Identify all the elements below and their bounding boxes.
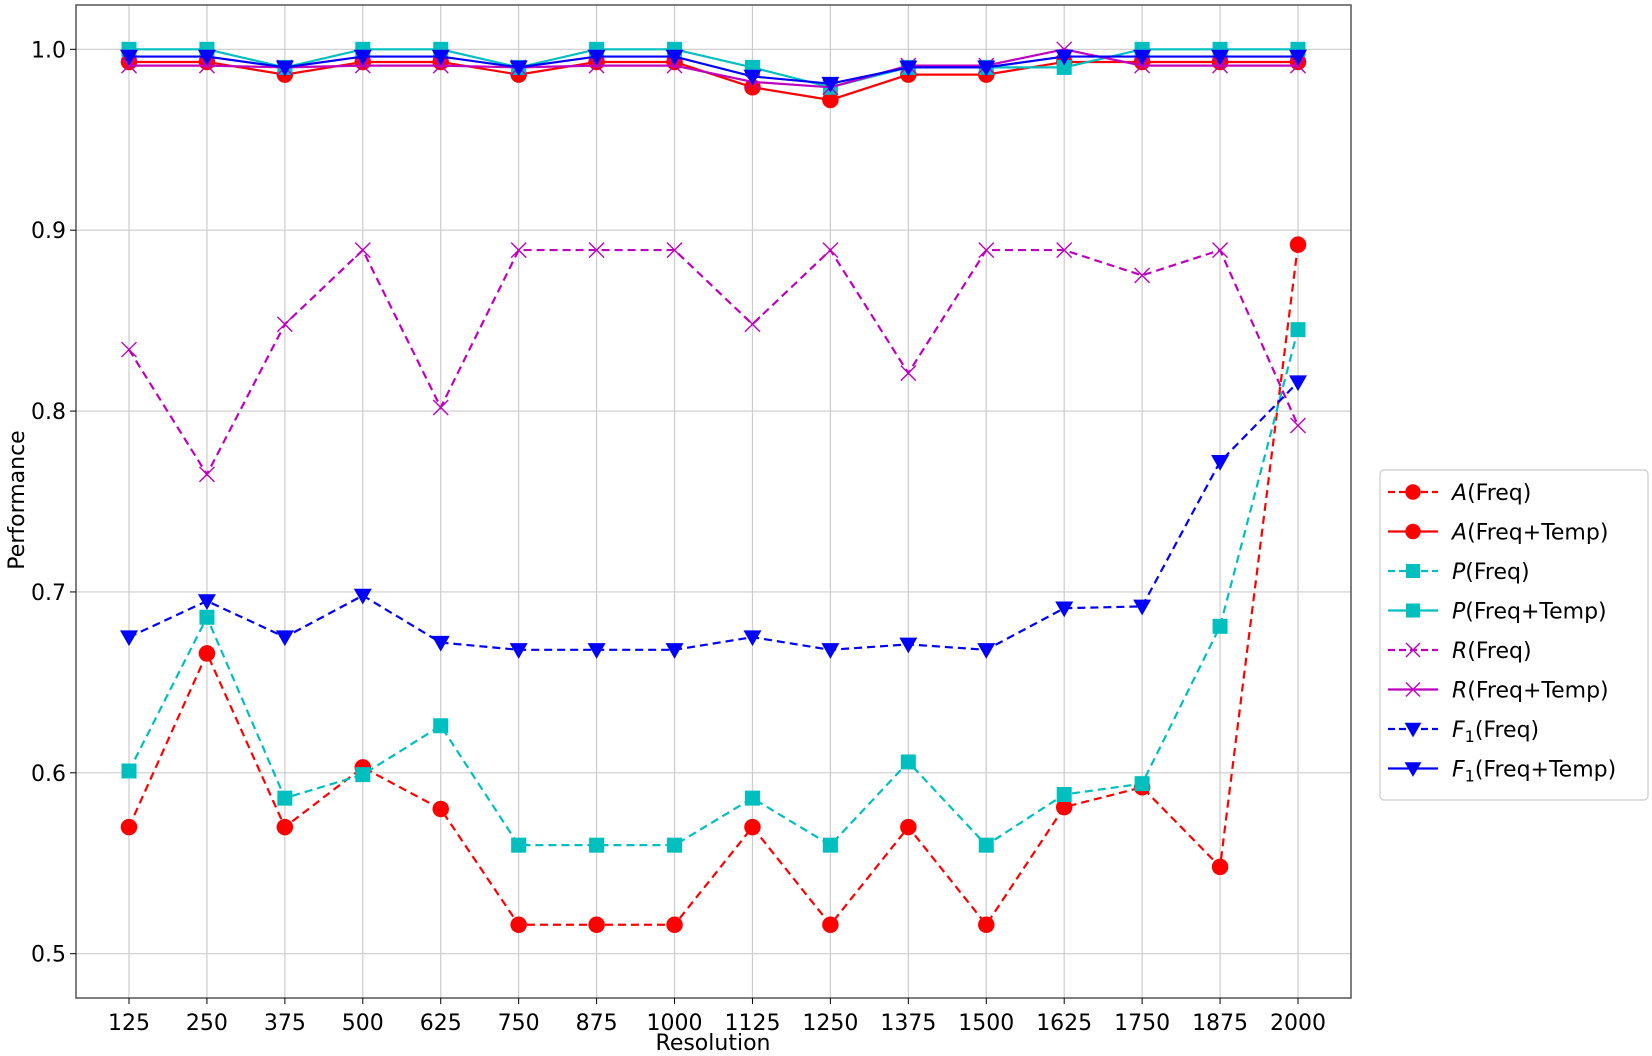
y-tick-label: 0.5 (31, 943, 66, 968)
legend-label: R(Freq) (1452, 639, 1532, 664)
y-tick-label: 0.6 (31, 762, 66, 787)
x-tick-label: 625 (420, 1011, 462, 1036)
legend-label: F1(Freq+Temp) (1452, 758, 1616, 786)
x-tick-label: 2000 (1270, 1011, 1326, 1036)
series-r-freq- (121, 242, 1306, 483)
y-tick-label: 1.0 (31, 38, 66, 63)
legend-entry: A(Freq+Temp) (1388, 521, 1608, 546)
series-p-freq- (121, 322, 1306, 853)
legend-entry: P(Freq+Temp) (1388, 600, 1607, 625)
x-tick-label: 1625 (1036, 1011, 1092, 1036)
x-tick-label: 375 (264, 1011, 306, 1036)
x-tick-label: 1500 (958, 1011, 1014, 1036)
x-tick-label: 125 (108, 1011, 150, 1036)
y-tick-label: 0.7 (31, 581, 66, 606)
x-tick-label: 875 (576, 1011, 618, 1036)
x-tick-label: 1250 (802, 1011, 858, 1036)
y-tick-label: 0.9 (31, 219, 66, 244)
legend-entry: R(Freq) (1388, 639, 1532, 664)
plot-frame (75, 4, 1352, 999)
legend: A(Freq) A(Freq+Temp) P(Freq) P(Freq+Temp) R(… (1379, 469, 1649, 801)
legend-label: A(Freq) (1450, 481, 1531, 506)
x-tick-label: 500 (342, 1011, 384, 1036)
legend-entry: P(Freq) (1388, 560, 1530, 585)
series-a-freq- (120, 236, 1307, 933)
x-tick-label: 1000 (647, 1011, 703, 1036)
x-tick-label: 1375 (880, 1011, 936, 1036)
legend-label: P(Freq+Temp) (1452, 600, 1607, 625)
legend-entry: F1(Freq+Temp) (1388, 758, 1616, 786)
y-axis-title: Performance (5, 430, 30, 569)
legend-label: A(Freq+Temp) (1450, 521, 1608, 546)
y-tick-label: 0.8 (31, 400, 66, 425)
legend-entry: F1(Freq) (1388, 718, 1539, 746)
legend-entry: A(Freq) (1388, 481, 1531, 506)
legend-entry: R(Freq+Temp) (1388, 679, 1609, 704)
x-axis-title: Resolution (656, 1031, 771, 1056)
series-f1-freq- (119, 375, 1308, 659)
legend-box (1379, 469, 1649, 801)
x-tick-label: 1875 (1192, 1011, 1248, 1036)
x-tick-label: 1125 (724, 1011, 780, 1036)
series-f1-freq-temp- (119, 49, 1308, 93)
grid-lines (76, 5, 1351, 998)
legend-label: P(Freq) (1452, 560, 1530, 585)
legend-label: F1(Freq) (1452, 718, 1539, 746)
x-tick-label: 1750 (1114, 1011, 1170, 1036)
legend-label: R(Freq+Temp) (1452, 679, 1609, 704)
y-axis-ticks: 0.5 0.6 0.7 0.8 0.9 1.0 (31, 38, 76, 968)
x-tick-label: 250 (186, 1011, 228, 1036)
x-axis-ticks: 125 250 375 500 625 750 875 1000 1125 1250 1375 150… (108, 998, 1326, 1036)
data-series (119, 41, 1308, 933)
x-tick-label: 750 (498, 1011, 540, 1036)
